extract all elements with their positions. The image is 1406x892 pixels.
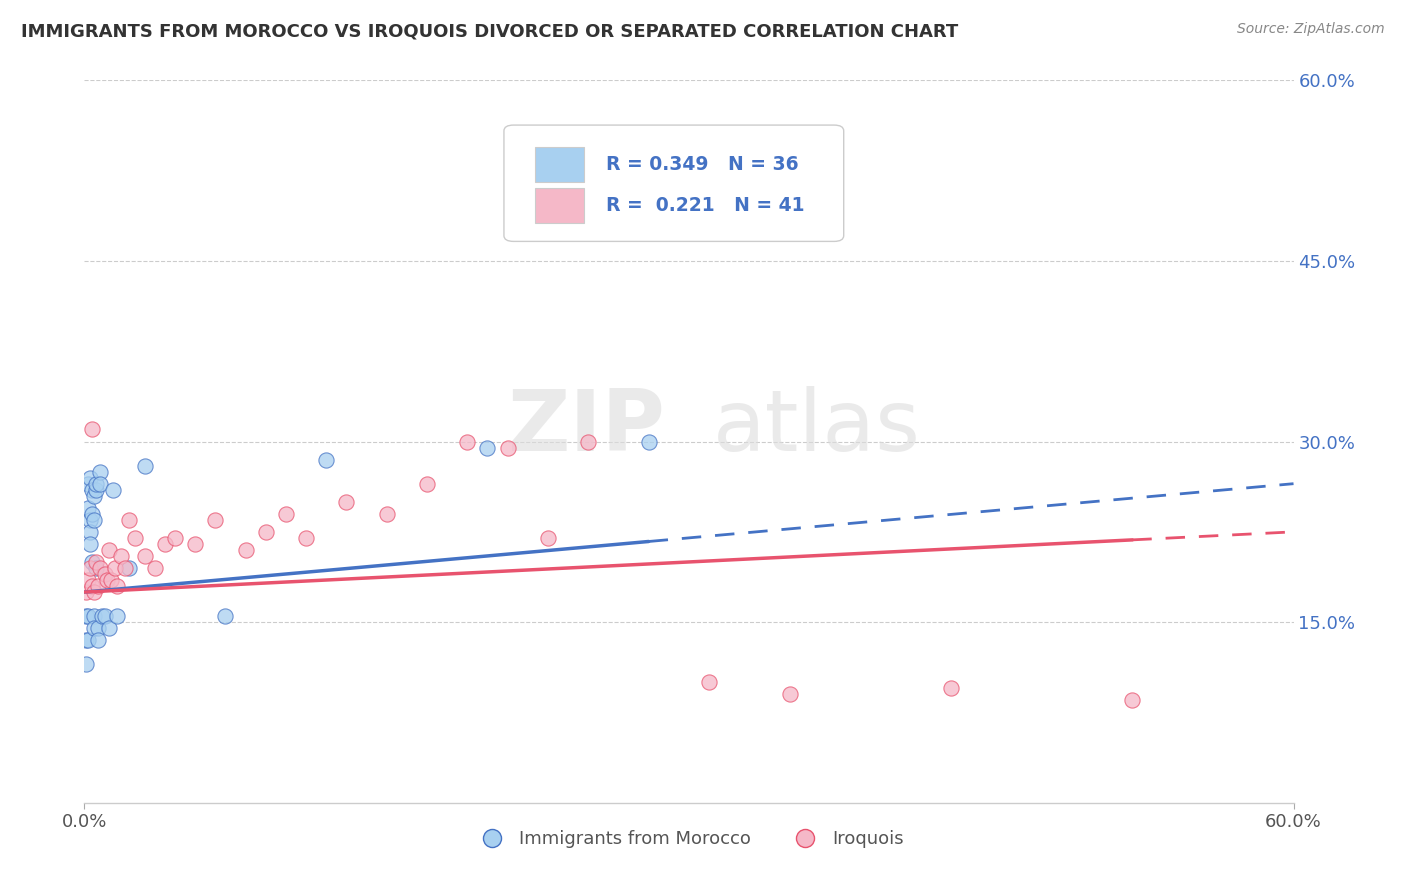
Point	[477, 441, 499, 455]
Point	[86, 483, 108, 497]
Point	[124, 531, 146, 545]
Point	[104, 561, 127, 575]
Point	[86, 561, 108, 575]
Point	[105, 579, 128, 593]
Legend: Immigrants from Morocco, Iroquois: Immigrants from Morocco, Iroquois	[467, 822, 911, 855]
Text: ZIP: ZIP	[508, 385, 665, 468]
Point	[79, 537, 101, 551]
Point	[375, 507, 398, 521]
Point	[82, 422, 104, 436]
Point	[204, 513, 226, 527]
Point	[697, 675, 720, 690]
Point	[637, 434, 659, 449]
Point	[939, 681, 962, 696]
Point	[153, 537, 176, 551]
Point	[617, 194, 640, 208]
Point	[97, 621, 120, 635]
Point	[77, 500, 100, 515]
Point	[75, 633, 97, 648]
Point	[118, 513, 141, 527]
Point	[110, 549, 132, 563]
Point	[101, 483, 124, 497]
Point	[315, 452, 337, 467]
Point	[134, 549, 156, 563]
Point	[97, 542, 120, 557]
Text: R = 0.349   N = 36: R = 0.349 N = 36	[606, 155, 799, 174]
Point	[75, 609, 97, 624]
Point	[83, 609, 105, 624]
Point	[83, 489, 105, 503]
Point	[335, 494, 357, 508]
Point	[82, 483, 104, 497]
Point	[75, 585, 97, 599]
Point	[576, 434, 599, 449]
Point	[89, 465, 111, 479]
Point	[96, 573, 118, 587]
Point	[143, 561, 166, 575]
Point	[274, 507, 297, 521]
FancyBboxPatch shape	[503, 125, 844, 242]
FancyBboxPatch shape	[536, 188, 583, 223]
Point	[82, 507, 104, 521]
Point	[82, 579, 104, 593]
Point	[79, 470, 101, 484]
Point	[114, 561, 136, 575]
Point	[83, 621, 105, 635]
Point	[82, 555, 104, 569]
Point	[118, 561, 141, 575]
Point	[779, 687, 801, 701]
Point	[89, 476, 111, 491]
Point	[496, 441, 519, 455]
Point	[79, 524, 101, 539]
Text: atlas: atlas	[713, 385, 921, 468]
Point	[134, 458, 156, 473]
Point	[456, 434, 478, 449]
Point	[77, 573, 100, 587]
Point	[77, 609, 100, 624]
Text: R =  0.221   N = 41: R = 0.221 N = 41	[606, 195, 804, 215]
Point	[86, 555, 108, 569]
Point	[93, 567, 115, 582]
Point	[537, 531, 560, 545]
Point	[83, 585, 105, 599]
Point	[79, 513, 101, 527]
Point	[91, 609, 114, 624]
Point	[89, 561, 111, 575]
Point	[87, 579, 110, 593]
Point	[93, 609, 115, 624]
Text: Source: ZipAtlas.com: Source: ZipAtlas.com	[1237, 22, 1385, 37]
Point	[214, 609, 236, 624]
Point	[86, 476, 108, 491]
Point	[1121, 693, 1143, 707]
Point	[254, 524, 277, 539]
Point	[105, 609, 128, 624]
Point	[184, 537, 207, 551]
Point	[75, 657, 97, 672]
Text: IMMIGRANTS FROM MOROCCO VS IROQUOIS DIVORCED OR SEPARATED CORRELATION CHART: IMMIGRANTS FROM MOROCCO VS IROQUOIS DIVO…	[21, 22, 959, 40]
Point	[416, 476, 439, 491]
Point	[165, 531, 187, 545]
FancyBboxPatch shape	[536, 147, 583, 182]
Point	[295, 531, 318, 545]
Point	[83, 513, 105, 527]
Point	[100, 573, 122, 587]
Point	[77, 633, 100, 648]
Point	[87, 621, 110, 635]
Point	[87, 633, 110, 648]
Point	[79, 561, 101, 575]
Point	[77, 476, 100, 491]
Point	[235, 542, 257, 557]
